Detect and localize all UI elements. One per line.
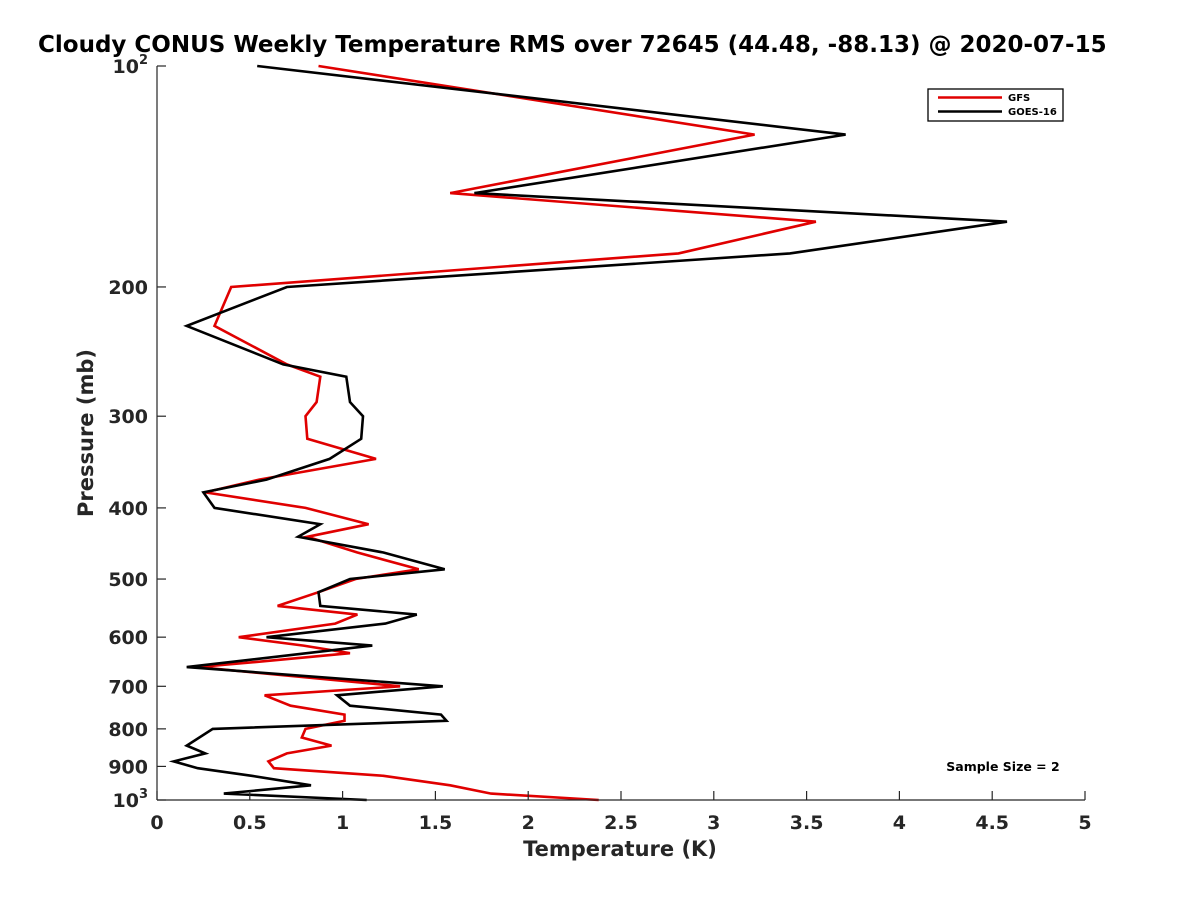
x-tick-label-2: 1 bbox=[336, 812, 349, 834]
legend: GFS GOES-16 bbox=[927, 88, 1064, 122]
y-tick-label-2: 300 bbox=[108, 406, 148, 428]
y-tick-label-9: 103 bbox=[113, 787, 149, 812]
y-tick-label-0: 102 bbox=[113, 53, 149, 78]
series-line-1 bbox=[168, 64, 1008, 802]
legend-label-0: GFS bbox=[1008, 93, 1030, 104]
y-tick-label-1: 200 bbox=[108, 277, 148, 299]
y-tick-label-5: 600 bbox=[108, 627, 148, 649]
x-tick-label-10: 5 bbox=[1078, 812, 1091, 834]
y-tick-label-8: 900 bbox=[108, 756, 148, 778]
x-tick-label-1: 0.5 bbox=[233, 812, 267, 834]
y-tick-label-3: 400 bbox=[108, 498, 148, 520]
y-tick-label-7: 800 bbox=[108, 719, 148, 741]
y-tick-label-6: 700 bbox=[108, 676, 148, 698]
x-tick-label-4: 2 bbox=[522, 812, 535, 834]
plot-background bbox=[157, 66, 1085, 800]
plot-area bbox=[157, 66, 1085, 800]
chart-title: Cloudy CONUS Weekly Temperature RMS over… bbox=[38, 32, 1107, 58]
x-tick-label-5: 2.5 bbox=[604, 812, 638, 834]
sample-size-annotation: Sample Size = 2 bbox=[946, 759, 1059, 774]
legend-label-1: GOES-16 bbox=[1008, 107, 1057, 118]
series-layer bbox=[168, 64, 1008, 802]
y-tick-label-4: 500 bbox=[108, 569, 148, 591]
x-tick-label-3: 1.5 bbox=[419, 812, 453, 834]
x-axis-label: Temperature (K) bbox=[523, 837, 717, 861]
legend-box bbox=[927, 88, 1064, 122]
x-tick-label-6: 3 bbox=[707, 812, 720, 834]
x-tick-label-9: 4.5 bbox=[975, 812, 1009, 834]
axes-layer: 0 0.5 1 1.5 2 2.5 3 3.5 4 4.5 5 102 200 300 400 500 600 7… bbox=[108, 53, 1091, 834]
x-tick-label-8: 4 bbox=[893, 812, 906, 834]
y-axis-label: Pressure (mb) bbox=[74, 349, 98, 517]
x-tick-label-7: 3.5 bbox=[790, 812, 824, 834]
x-tick-label-0: 0 bbox=[150, 812, 163, 834]
